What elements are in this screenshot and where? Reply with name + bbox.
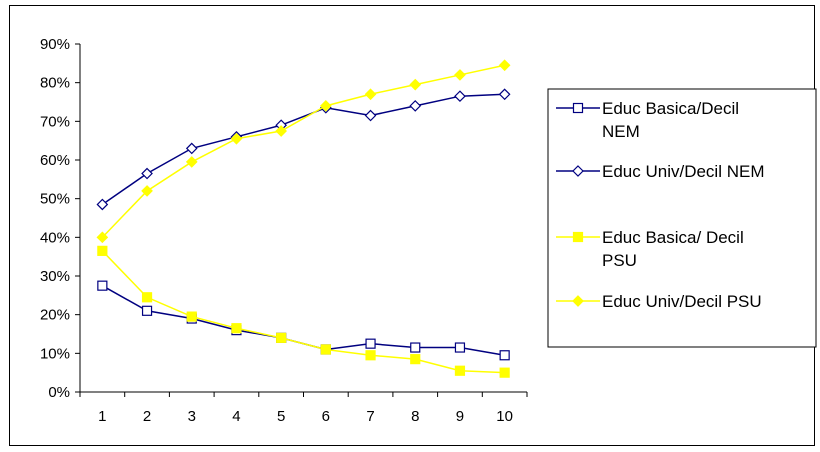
series-line [101,93,505,206]
data-point [364,88,377,101]
series-3 [97,245,510,378]
data-point [498,88,511,101]
data-point [365,350,376,361]
series-line [101,64,505,238]
series-line [101,285,505,357]
y-tick-label: 50% [40,191,70,208]
legend: Educ Basica/Decil NEM Educ Univ/Decil NEM E… [547,88,817,348]
data-point [97,245,108,256]
data-point [364,109,377,122]
data-point [185,142,198,155]
data-point [96,198,109,211]
data-point [141,292,153,303]
legend-item: Educ Basica/ Decil PSU [556,228,744,270]
data-point [499,367,510,378]
legend-item: Educ Univ/Decil PSU [556,292,762,311]
x-tick-label: 7 [366,408,374,425]
x-tick-label: 1 [98,408,106,425]
legend-item: Educ Basica/Decil NEM [556,99,739,141]
y-tick-label: 20% [40,307,70,324]
y-tick-label: 80% [40,75,70,92]
legend-label: PSU [602,251,637,270]
data-point [320,344,331,355]
x-tick-label: 10 [496,408,513,425]
x-tick-label: 5 [277,408,285,425]
legend-marker [572,231,584,243]
y-tick-label: 30% [40,268,70,285]
data-point [409,100,422,112]
x-tick-label: 9 [456,408,464,425]
legend-label: NEM [602,122,640,141]
series-4 [96,59,511,244]
data-point [365,338,376,349]
data-point [409,78,422,91]
y-tick-label: 10% [40,345,70,362]
x-tick-label: 3 [188,408,196,425]
legend-marker [572,102,584,114]
data-point [141,305,153,316]
legend-box [547,88,817,348]
data-point [276,332,287,343]
legend-label: Educ Basica/Decil [602,99,739,118]
data-point [97,280,108,291]
legend-label: Educ Basica/ Decil [602,228,744,247]
data-point [454,342,466,353]
series-line [101,250,505,374]
legend-marker [572,295,584,307]
data-point [454,90,466,103]
series-2 [96,88,511,211]
legend-item: Educ Univ/Decil NEM [556,162,765,181]
data-point [320,100,332,112]
x-tick-label: 4 [232,408,240,425]
x-tick-label: 6 [322,408,330,425]
y-tick-label: 40% [40,229,70,246]
data-point [454,69,466,81]
data-point [185,156,198,168]
data-point [499,350,510,361]
data-point [498,59,511,72]
legend-label: Educ Univ/Decil PSU [602,292,762,311]
data-point [230,132,243,145]
legend-label: Educ Univ/Decil NEM [602,162,765,181]
data-point [454,365,466,376]
legend-marker [572,165,584,177]
y-tick-label: 0% [48,384,70,401]
data-point [141,167,153,180]
y-tick-label: 70% [40,113,70,130]
data-point [96,231,109,244]
data-point [275,125,287,137]
series-1 [97,280,510,361]
data-point [410,342,421,353]
x-tick-label: 8 [411,408,419,425]
data-point [141,185,153,197]
data-point [186,311,197,322]
y-tick-label: 90% [40,36,70,53]
data-point [410,354,421,365]
x-tick-label: 2 [143,408,151,425]
y-tick-label: 60% [40,152,70,169]
data-point [231,323,242,334]
